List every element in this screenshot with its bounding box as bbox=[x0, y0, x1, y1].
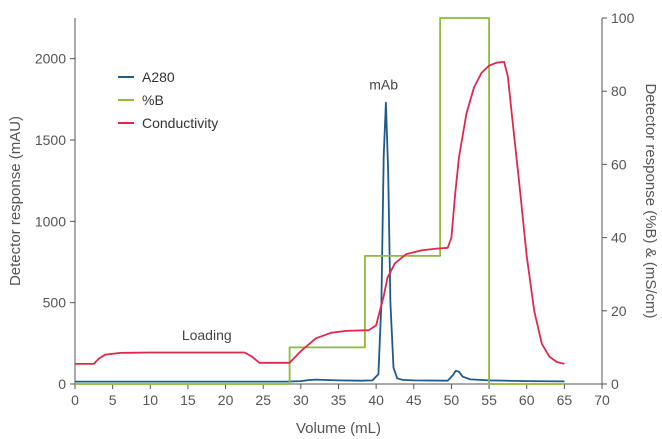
y-left-tick-label: 500 bbox=[43, 295, 67, 311]
annotation-loading: Loading bbox=[182, 327, 232, 343]
x-tick-label: 45 bbox=[406, 392, 422, 408]
series-line-a280 bbox=[75, 101, 565, 383]
x-tick-label: 15 bbox=[180, 392, 196, 408]
y-left-tick-label: 2000 bbox=[35, 51, 66, 67]
annotation-mab: mAb bbox=[369, 77, 398, 93]
y-right-tick-label: 0 bbox=[611, 376, 619, 392]
x-tick-label: 10 bbox=[142, 392, 158, 408]
y-left-tick-label: 1000 bbox=[35, 213, 66, 229]
x-tick-label: 70 bbox=[594, 392, 610, 408]
y-left-tick-label: 0 bbox=[58, 376, 66, 392]
x-tick-label: 50 bbox=[444, 392, 460, 408]
series-line-percent-b bbox=[75, 17, 565, 385]
x-tick-label: 55 bbox=[481, 392, 497, 408]
series-line-conductivity bbox=[75, 61, 565, 365]
x-tick-label: 30 bbox=[293, 392, 309, 408]
legend-label: Conductivity bbox=[142, 115, 218, 131]
y-left-tick-label: 1500 bbox=[35, 132, 66, 148]
y-left-axis-title: Detector response (mAU) bbox=[7, 116, 24, 286]
x-tick-label: 20 bbox=[218, 392, 234, 408]
y-right-tick-label: 40 bbox=[611, 230, 627, 246]
x-tick-label: 65 bbox=[557, 392, 573, 408]
x-tick-label: 5 bbox=[109, 392, 117, 408]
x-tick-label: 60 bbox=[519, 392, 535, 408]
x-tick-label: 40 bbox=[368, 392, 384, 408]
y-right-tick-label: 80 bbox=[611, 83, 627, 99]
legend-label: %B bbox=[142, 92, 164, 108]
axes: 0 5 10 15 20 25 30 35 40 45 50 55 60 65 70050010001500… bbox=[7, 10, 659, 437]
legend-label: A280 bbox=[142, 69, 175, 85]
x-tick-label: 25 bbox=[255, 392, 271, 408]
y-right-axis-title: Detector response (%B) & (mS/cm) bbox=[642, 83, 659, 318]
x-tick-label: 35 bbox=[331, 392, 347, 408]
y-right-tick-label: 100 bbox=[611, 10, 635, 26]
annotations: Loading mAb bbox=[182, 77, 398, 344]
legend: A280 %B Conductivity bbox=[118, 69, 218, 131]
y-right-tick-label: 20 bbox=[611, 303, 627, 319]
plot-area bbox=[75, 17, 565, 385]
x-tick-label: 0 bbox=[71, 392, 79, 408]
y-right-tick-label: 60 bbox=[611, 156, 627, 172]
x-axis-title: Volume (mL) bbox=[296, 420, 381, 437]
